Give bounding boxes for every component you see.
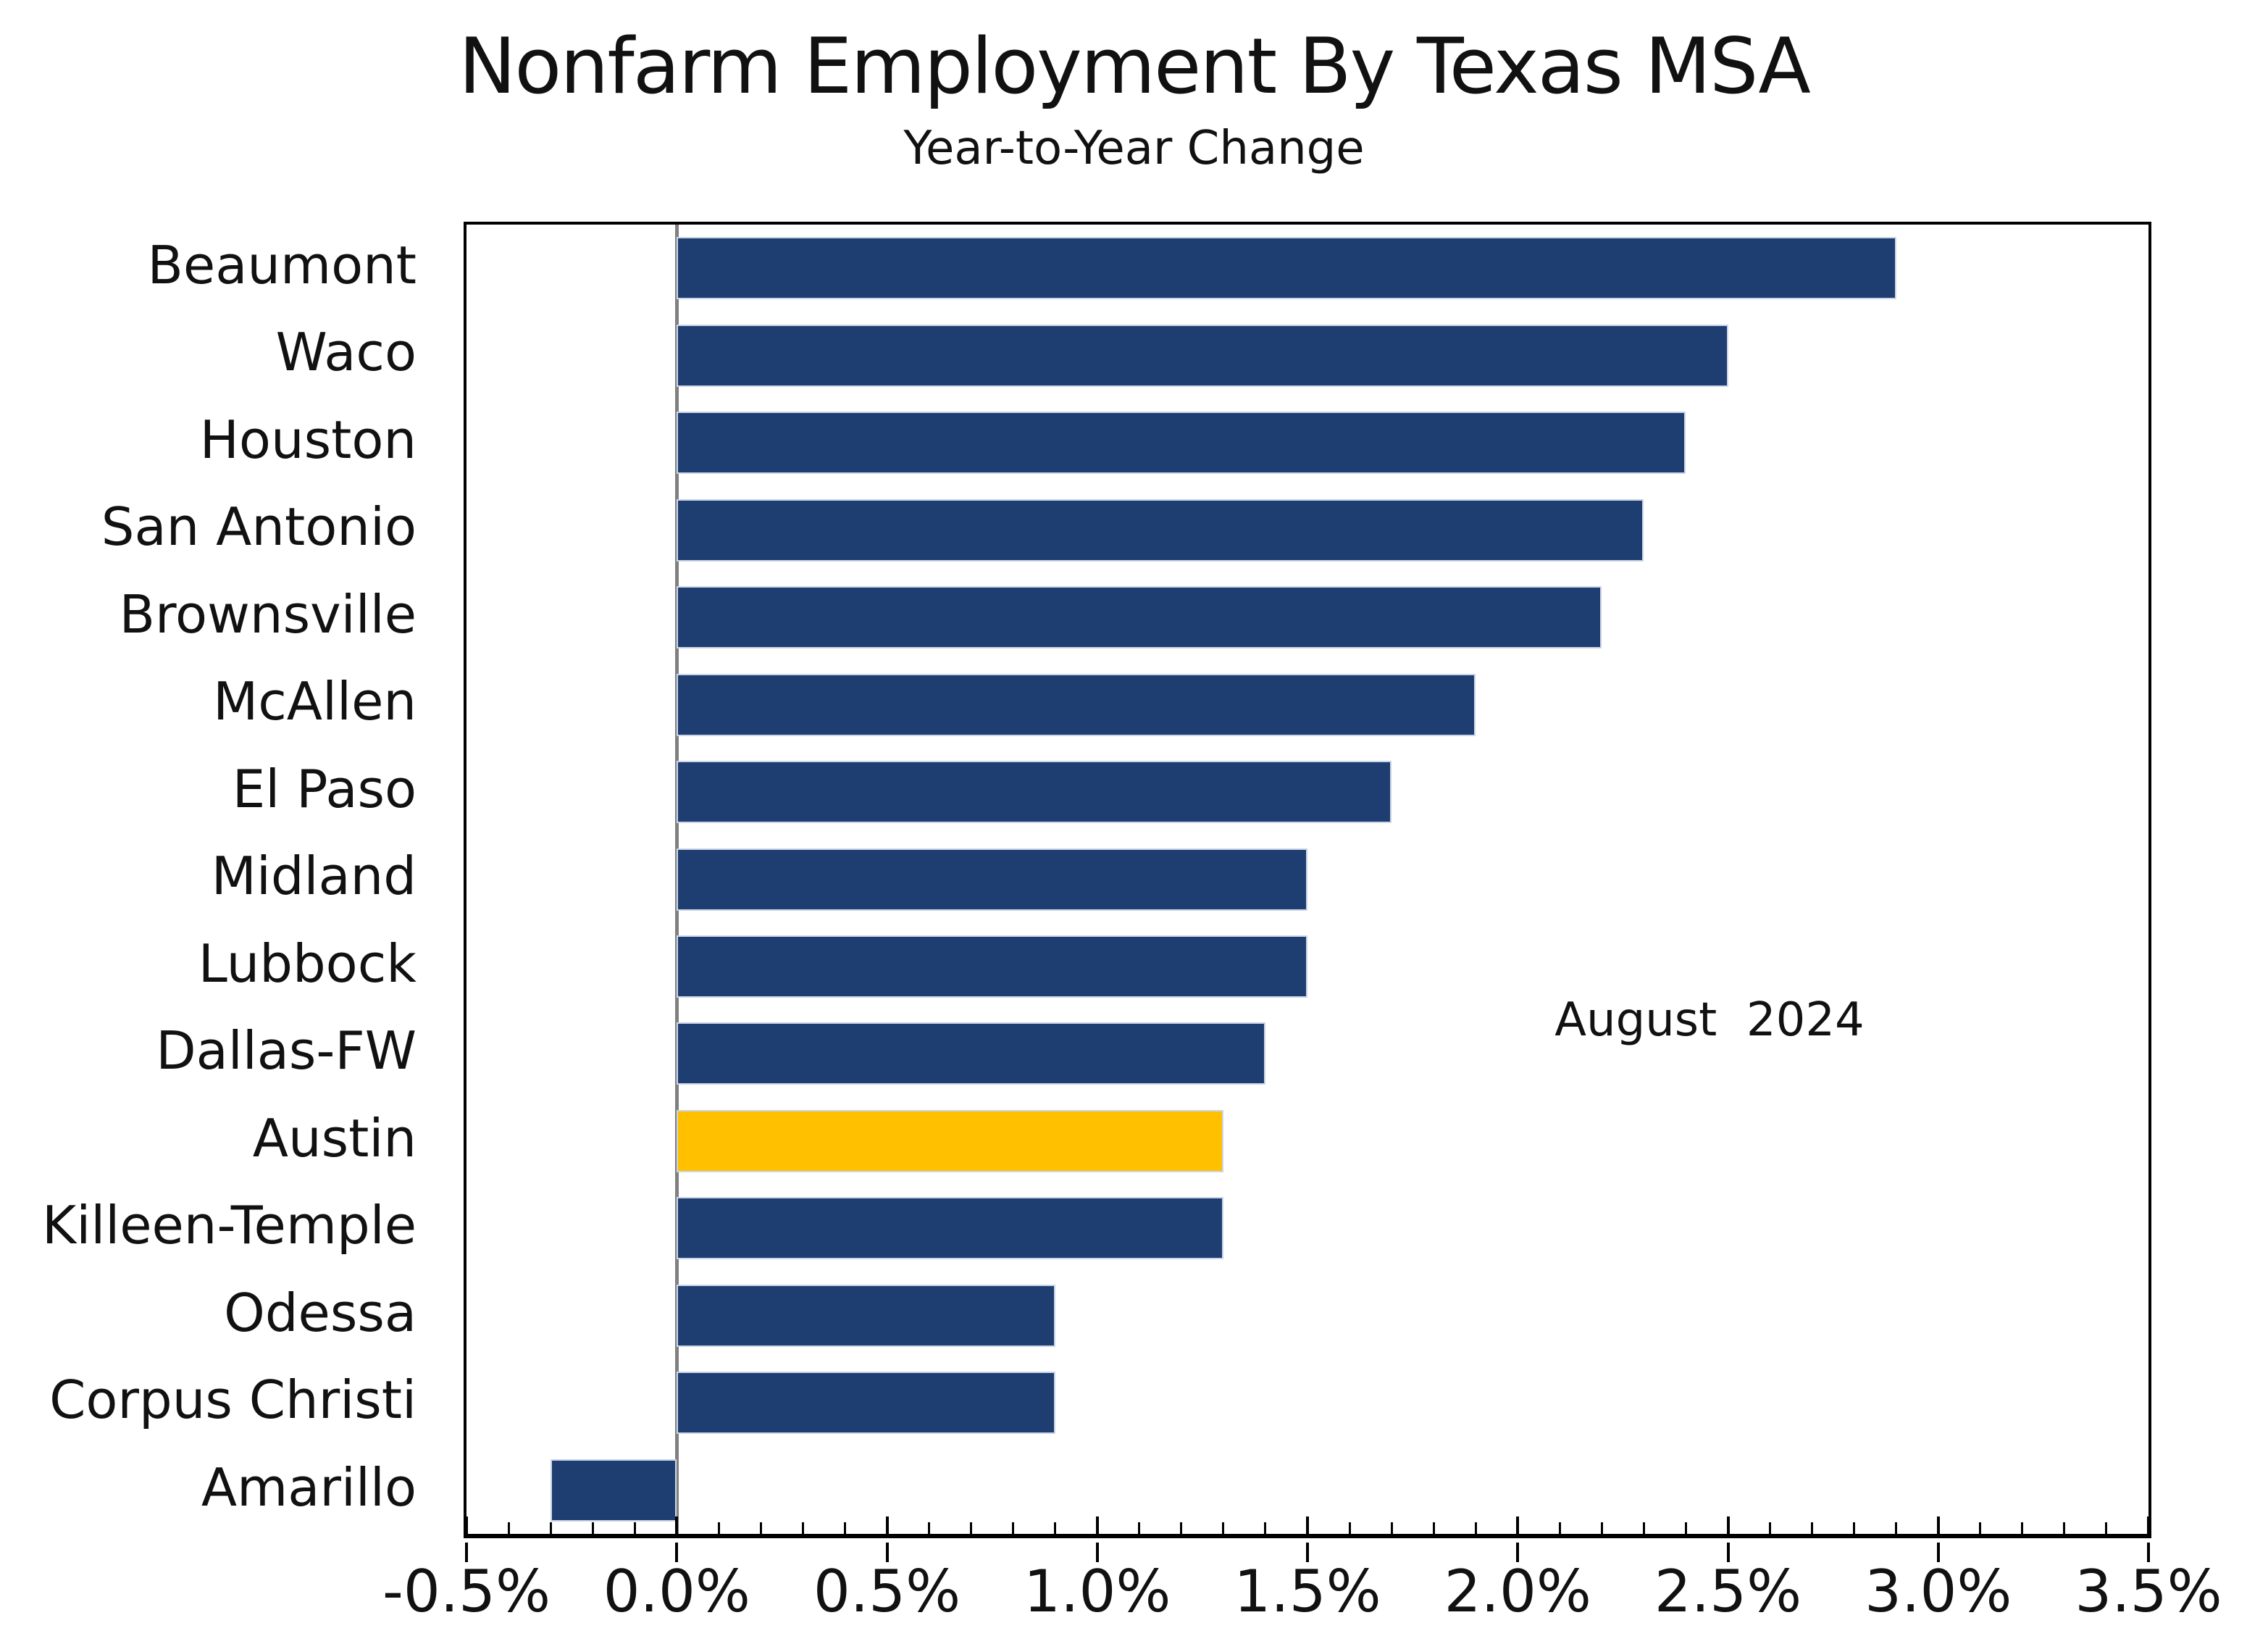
chart-title: Nonfarm Employment By Texas MSA xyxy=(459,22,1811,111)
bar-killeen-temple xyxy=(677,1197,1223,1260)
x-minor-tick-37 xyxy=(2021,1522,2024,1534)
x-minor-tick-7 xyxy=(759,1522,762,1534)
bar-midland xyxy=(677,848,1307,911)
x-axis-label-1.0%: 1.0% xyxy=(1024,1558,1171,1625)
x-minor-tick-19 xyxy=(1264,1522,1267,1534)
x-minor-tick-3 xyxy=(591,1522,594,1534)
bar-odessa xyxy=(677,1284,1055,1347)
x-minor-tick-6 xyxy=(717,1522,720,1534)
category-label-amarillo: Amarillo xyxy=(201,1456,417,1518)
x-major-tick-5 xyxy=(675,1516,679,1534)
bar-amarillo xyxy=(551,1459,677,1522)
x-axis-tick-3.5% xyxy=(2147,1543,2150,1562)
x-minor-tick-24 xyxy=(1474,1522,1477,1534)
category-label-killeen-temple: Killeen-Temple xyxy=(41,1195,417,1256)
x-major-tick-35 xyxy=(1936,1516,1940,1534)
x-minor-tick-21 xyxy=(1348,1522,1351,1534)
annotation-date: August 2024 xyxy=(1554,993,1865,1047)
x-axis-tick-2.0% xyxy=(1516,1543,1520,1562)
x-axis-label--0.5%: -0.5% xyxy=(382,1558,551,1625)
x-major-tick-20 xyxy=(1306,1516,1309,1534)
bar-lubbock xyxy=(677,935,1307,998)
x-minor-tick-38 xyxy=(2063,1522,2066,1534)
x-major-tick-10 xyxy=(885,1516,889,1534)
x-axis-tick-1.0% xyxy=(1095,1543,1099,1562)
x-axis-tick-0.0% xyxy=(675,1543,679,1562)
x-axis-tick-3.0% xyxy=(1936,1543,1940,1562)
bar-el-paso xyxy=(677,761,1392,824)
x-minor-tick-26 xyxy=(1558,1522,1561,1534)
x-minor-tick-33 xyxy=(1853,1522,1856,1534)
x-axis-tick-0.5% xyxy=(885,1543,889,1562)
x-axis-tick-labels: -0.5% 0.0% 0.5% 1.0% 1.5% 2.0% 2.5% 3.0% 3.5% xyxy=(0,1558,2268,1637)
category-label-beaumont: Beaumont xyxy=(147,235,417,296)
x-minor-tick-17 xyxy=(1180,1522,1183,1534)
x-major-tick-25 xyxy=(1516,1516,1520,1534)
chart-subtitle: Year-to-Year Change xyxy=(903,122,1365,175)
x-major-tick-40 xyxy=(2147,1516,2150,1534)
x-minor-tick-14 xyxy=(1054,1522,1057,1534)
x-minor-tick-34 xyxy=(1895,1522,1898,1534)
x-major-tick-30 xyxy=(1726,1516,1730,1534)
x-minor-tick-32 xyxy=(1811,1522,1814,1534)
bar-waco xyxy=(677,324,1728,387)
x-axis-tick--0.5% xyxy=(465,1543,468,1562)
x-minor-tick-12 xyxy=(970,1522,973,1534)
x-minor-tick-27 xyxy=(1600,1522,1603,1534)
bar-dallas-fw xyxy=(677,1022,1265,1085)
category-label-lubbock: Lubbock xyxy=(198,932,417,994)
bar-austin xyxy=(677,1109,1223,1172)
category-label-odessa: Odessa xyxy=(224,1282,417,1343)
category-label-midland: Midland xyxy=(211,846,417,907)
x-axis-tick-1.5% xyxy=(1306,1543,1309,1562)
x-minor-tick-29 xyxy=(1684,1522,1687,1534)
category-label-houston: Houston xyxy=(199,409,417,470)
x-axis-label-2.5%: 2.5% xyxy=(1654,1558,1802,1625)
x-axis-label-2.0%: 2.0% xyxy=(1444,1558,1591,1625)
x-axis-label-3.0%: 3.0% xyxy=(1865,1558,2012,1625)
category-label-mcallen: McAllen xyxy=(213,671,417,733)
x-minor-tick-13 xyxy=(1012,1522,1015,1534)
category-label-austin: Austin xyxy=(252,1107,417,1169)
x-minor-tick-4 xyxy=(633,1522,636,1534)
plot-area: August 2024 xyxy=(464,222,2151,1538)
x-minor-tick-2 xyxy=(549,1522,552,1534)
category-label-el-paso: El Paso xyxy=(232,758,417,819)
category-label-dallas-fw: Dallas-FW xyxy=(156,1020,417,1082)
x-minor-tick-22 xyxy=(1390,1522,1393,1534)
x-minor-tick-23 xyxy=(1432,1522,1435,1534)
x-minor-tick-36 xyxy=(1979,1522,1982,1534)
bar-corpus-christi xyxy=(677,1372,1055,1435)
x-major-tick-15 xyxy=(1095,1516,1099,1534)
category-label-corpus-christi: Corpus Christi xyxy=(49,1369,417,1431)
x-axis-tick-2.5% xyxy=(1726,1543,1730,1562)
x-minor-tick-9 xyxy=(843,1522,846,1534)
x-minor-tick-16 xyxy=(1138,1522,1141,1534)
category-label-brownsville: Brownsville xyxy=(119,583,417,645)
x-minor-tick-8 xyxy=(801,1522,804,1534)
bar-beaumont xyxy=(677,237,1896,300)
bar-san-antonio xyxy=(677,498,1644,562)
x-axis-label-0.5%: 0.5% xyxy=(813,1558,961,1625)
category-label-san-antonio: San Antonio xyxy=(101,496,417,558)
x-minor-tick-1 xyxy=(507,1522,510,1534)
bar-houston xyxy=(677,412,1686,475)
category-label-waco: Waco xyxy=(275,322,417,383)
x-minor-tick-11 xyxy=(928,1522,931,1534)
x-minor-tick-28 xyxy=(1642,1522,1645,1534)
x-minor-tick-31 xyxy=(1769,1522,1772,1534)
x-axis-label-1.5%: 1.5% xyxy=(1234,1558,1381,1625)
bar-mcallen xyxy=(677,673,1476,736)
x-minor-tick-18 xyxy=(1222,1522,1225,1534)
bar-brownsville xyxy=(677,586,1602,649)
x-axis-label-0.0%: 0.0% xyxy=(603,1558,750,1625)
x-axis-label-3.5%: 3.5% xyxy=(2075,1558,2222,1625)
x-minor-tick-39 xyxy=(2105,1522,2108,1534)
x-major-tick-0 xyxy=(465,1516,468,1534)
